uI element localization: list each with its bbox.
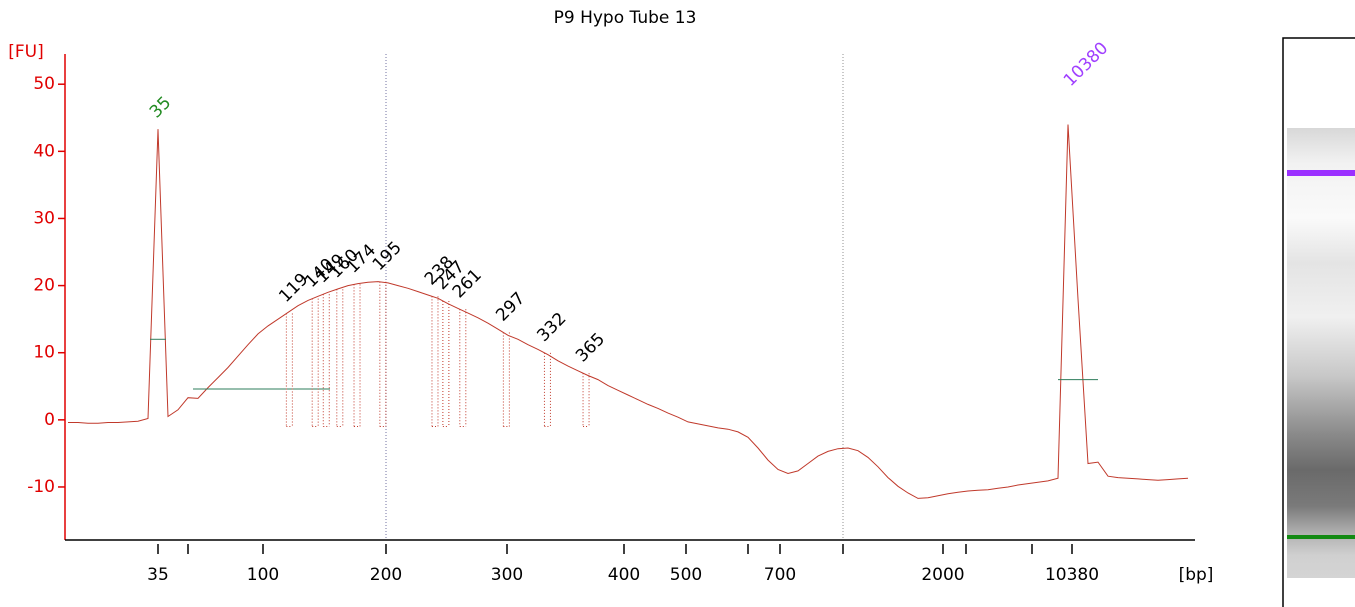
gel-image <box>1287 128 1355 578</box>
x-tick-label: 200 <box>370 565 402 585</box>
peak-label: 35 <box>146 93 175 122</box>
y-axis-label: [FU] <box>8 42 44 62</box>
y-tick-label: 0 <box>44 410 55 430</box>
y-tick-label: 40 <box>33 141 55 161</box>
peak-label: 10380 <box>1060 38 1112 90</box>
gel-upper-band <box>1287 170 1355 176</box>
x-tick-label: 100 <box>247 565 279 585</box>
x-tick-label: 400 <box>608 565 640 585</box>
y-tick-label: 10 <box>33 343 55 363</box>
peak-label: 297 <box>492 288 529 325</box>
x-axis-label: [bp] <box>1179 565 1214 585</box>
y-tick-label: 30 <box>33 208 55 228</box>
peak-label: 332 <box>533 309 570 346</box>
x-tick-label: 700 <box>764 565 796 585</box>
x-tick-label: 2000 <box>921 565 964 585</box>
x-tick-label: 10380 <box>1045 565 1099 585</box>
gel-lower-band <box>1287 535 1355 539</box>
x-tick-label: 35 <box>147 565 169 585</box>
trace <box>68 124 1189 499</box>
x-tick-label: 300 <box>491 565 523 585</box>
peak-label: 365 <box>572 329 609 366</box>
y-tick-label: 50 <box>33 74 55 94</box>
x-tick-label: 500 <box>670 565 702 585</box>
peak-label: 195 <box>369 238 406 275</box>
y-tick-label: 20 <box>33 276 55 296</box>
chart-title: P9 Hypo Tube 13 <box>554 8 697 28</box>
y-tick-label: -10 <box>27 477 55 497</box>
gel-lane <box>1282 37 1355 607</box>
